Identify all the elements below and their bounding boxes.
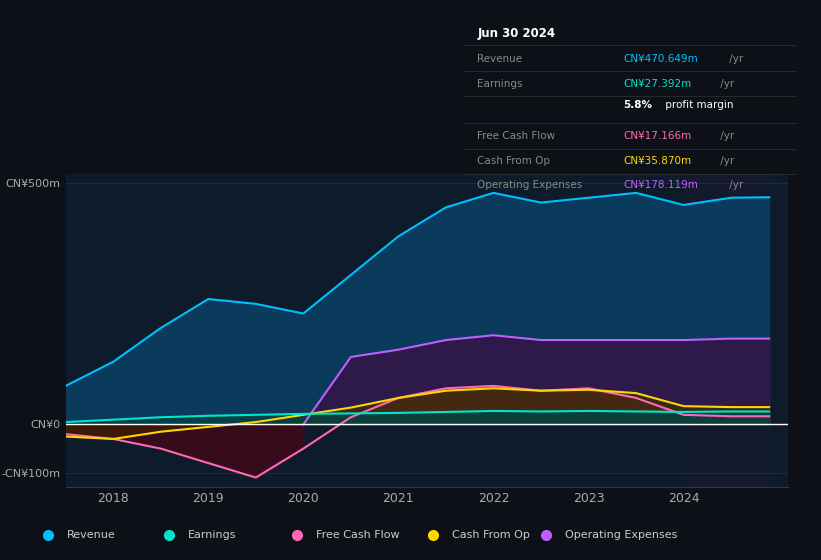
Text: /yr: /yr <box>717 130 734 141</box>
Text: CN¥35.870m: CN¥35.870m <box>623 156 691 166</box>
Text: /yr: /yr <box>717 79 734 88</box>
Text: Operating Expenses: Operating Expenses <box>477 180 582 190</box>
Text: profit margin: profit margin <box>662 100 733 110</box>
Bar <box>684 174 769 487</box>
Text: Cash From Op: Cash From Op <box>477 156 550 166</box>
Text: Revenue: Revenue <box>477 54 522 64</box>
Text: /yr: /yr <box>726 180 743 190</box>
Text: CN¥17.166m: CN¥17.166m <box>623 130 692 141</box>
Text: CN¥470.649m: CN¥470.649m <box>623 54 698 64</box>
Text: Operating Expenses: Operating Expenses <box>566 530 677 540</box>
Text: /yr: /yr <box>717 156 734 166</box>
Text: Revenue: Revenue <box>67 530 116 540</box>
Text: Cash From Op: Cash From Op <box>452 530 530 540</box>
Text: /yr: /yr <box>726 54 743 64</box>
Text: Jun 30 2024: Jun 30 2024 <box>477 27 555 40</box>
Text: Earnings: Earnings <box>477 79 523 88</box>
Text: CN¥178.119m: CN¥178.119m <box>623 180 699 190</box>
Text: 5.8%: 5.8% <box>623 100 653 110</box>
Text: Earnings: Earnings <box>188 530 236 540</box>
Text: CN¥27.392m: CN¥27.392m <box>623 79 692 88</box>
Text: Free Cash Flow: Free Cash Flow <box>477 130 555 141</box>
Text: Free Cash Flow: Free Cash Flow <box>316 530 400 540</box>
